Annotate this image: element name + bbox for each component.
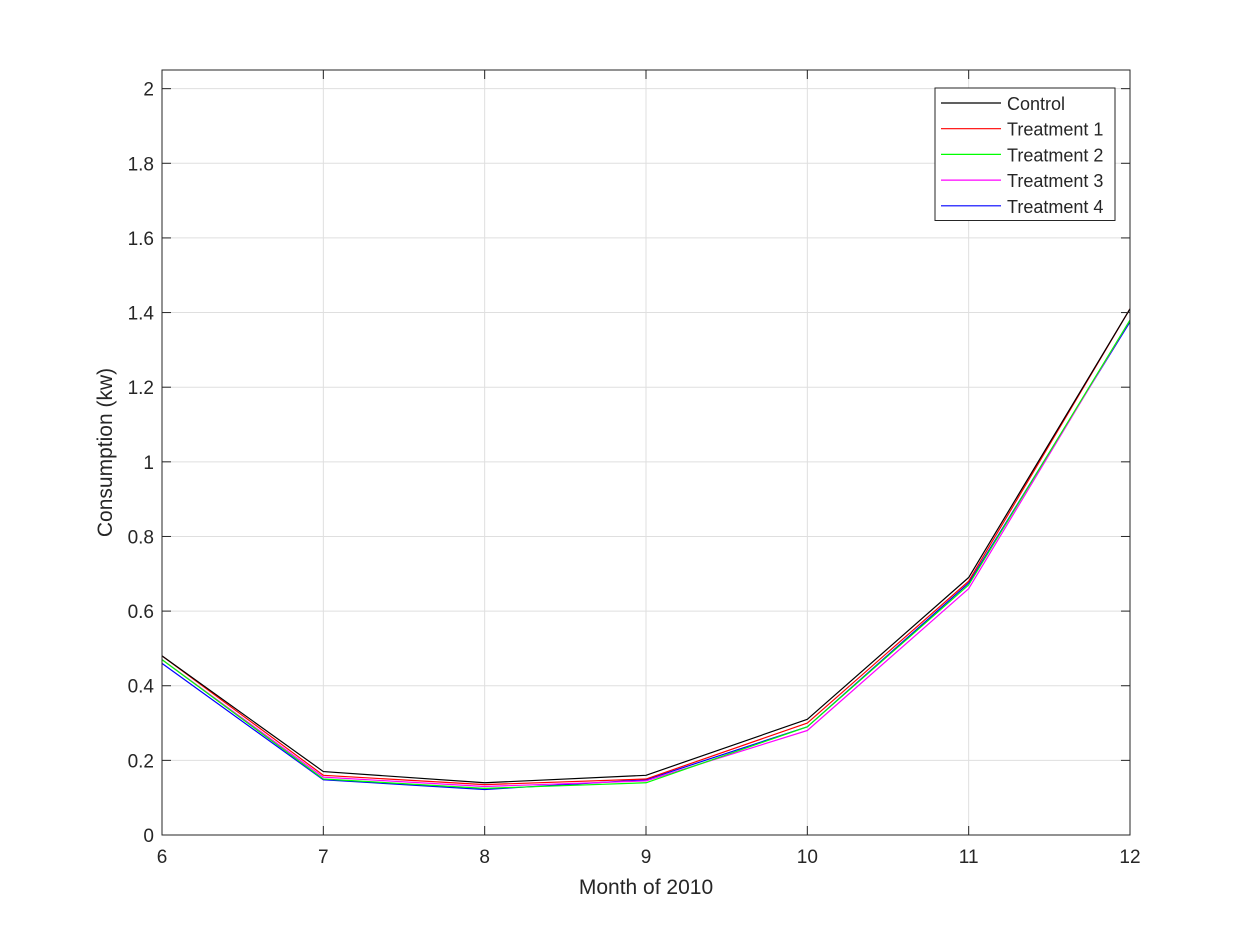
y-tick-label: 0.4 <box>128 677 155 698</box>
series-line-control <box>161 308 1131 784</box>
x-tick-label: 7 <box>318 847 329 868</box>
x-tick-label: 12 <box>1119 847 1140 868</box>
legend-label: Treatment 3 <box>1007 171 1103 191</box>
x-tick-label: 6 <box>157 847 168 868</box>
x-tick-label: 8 <box>479 847 490 868</box>
y-tick-label: 1.4 <box>128 304 155 325</box>
series-line-treatment-1 <box>161 308 1131 786</box>
x-tick-label: 10 <box>797 847 818 868</box>
y-tick-label: 0.8 <box>128 527 154 548</box>
y-tick-label: 1 <box>143 453 154 474</box>
legend: Control Treatment 1 Treatment 2 Treatment 3… <box>934 87 1116 221</box>
legend-label: Treatment 4 <box>1007 197 1103 217</box>
y-tick-label: 0.6 <box>128 602 154 623</box>
legend-label: Control <box>1007 94 1065 114</box>
x-tick-label: 11 <box>959 847 979 868</box>
legend-items: Control Treatment 1 Treatment 2 Treatment 3… <box>941 94 1103 217</box>
y-axis-label: Consumption (kw) <box>94 368 117 537</box>
y-tick-label: 1.6 <box>128 229 154 250</box>
y-tick-label: 1.8 <box>128 154 154 175</box>
x-axis-label: Month of 2010 <box>579 876 713 899</box>
series-layer <box>161 308 1131 791</box>
y-tick-label: 2 <box>143 80 154 101</box>
y-tick-label: 1.2 <box>128 378 154 399</box>
series-line-treatment-3 <box>161 319 1131 788</box>
legend-label: Treatment 1 <box>1007 120 1103 140</box>
legend-label: Treatment 2 <box>1007 145 1103 165</box>
y-tick-label: 0 <box>143 826 154 847</box>
series-line-treatment-4 <box>161 321 1131 791</box>
series-line-treatment-2 <box>161 319 1131 789</box>
x-tick-label: 9 <box>641 847 652 868</box>
tick-layer: 6 7 8 9 10 11 12 0 0.2 0.4 0.6 0.8 1 1.2 1.4 1.6 1.8 2 <box>128 70 1141 868</box>
y-tick-label: 0.2 <box>128 751 154 772</box>
